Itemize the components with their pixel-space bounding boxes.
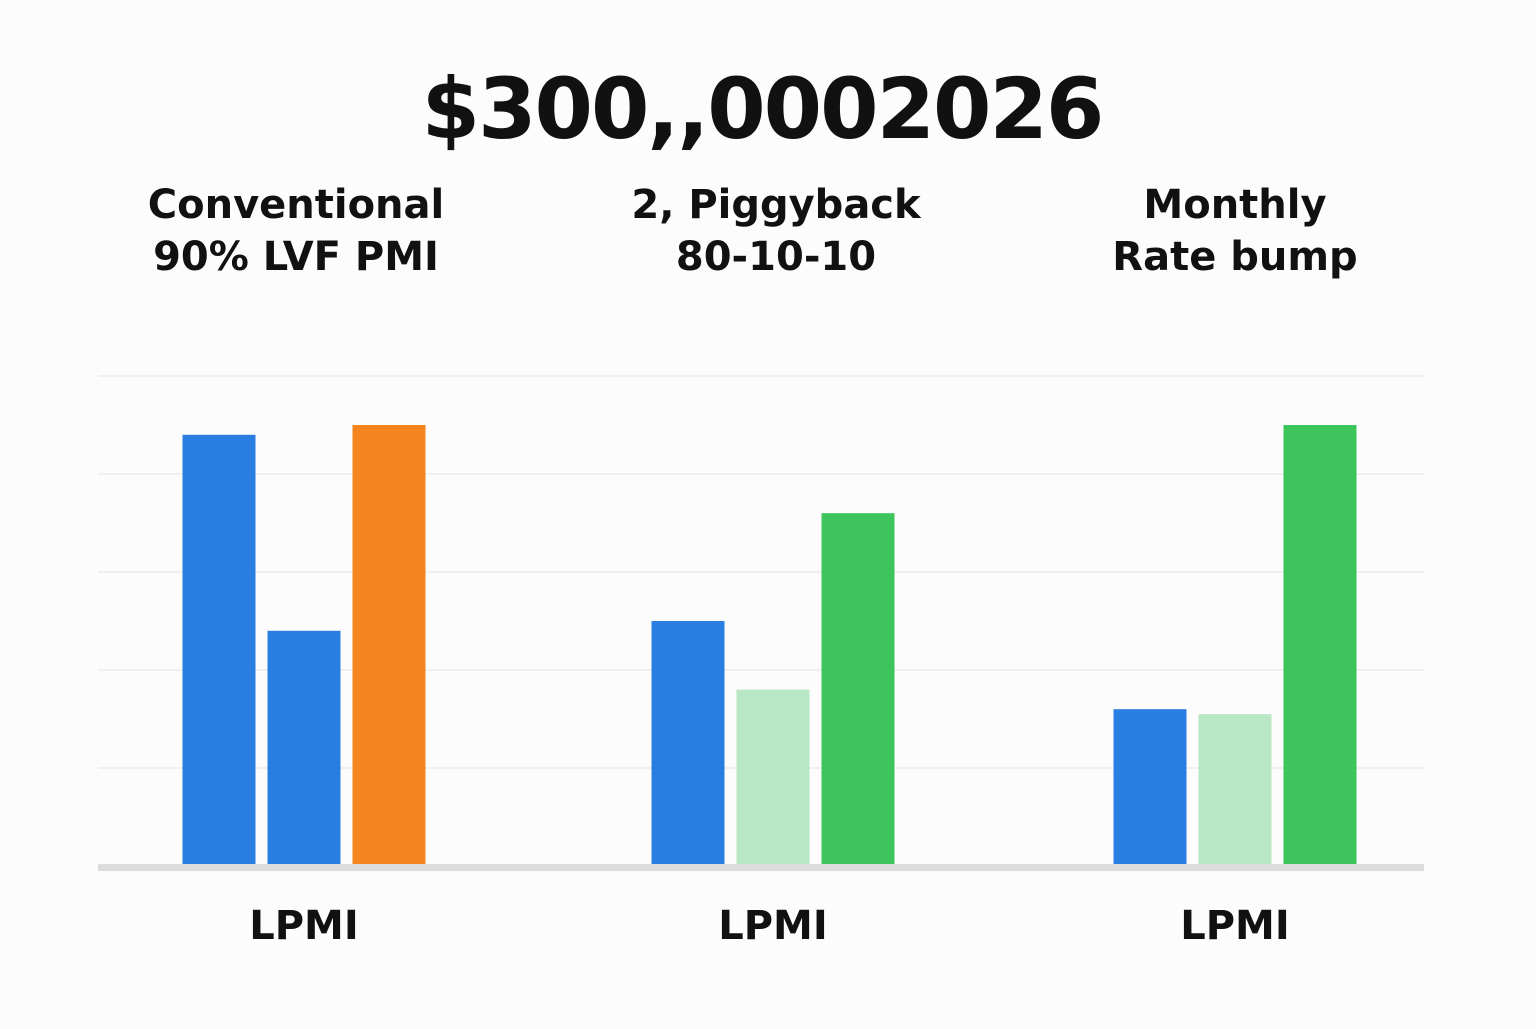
bar xyxy=(182,434,256,866)
x-axis xyxy=(98,864,1424,871)
bar xyxy=(651,621,725,866)
group-titles: Conventional 90% LVF PMI 2, Piggyback 80-10… xyxy=(148,182,1358,280)
group-title-line: 2, Piggyback xyxy=(631,182,922,228)
group-title-line: Monthly xyxy=(1143,182,1326,228)
bars xyxy=(182,425,1357,866)
bar xyxy=(821,513,895,866)
category-label: LPMI xyxy=(718,903,828,949)
baseline xyxy=(98,864,1424,871)
bar xyxy=(736,689,810,866)
group-title-line: 80-10-10 xyxy=(676,234,876,280)
bar xyxy=(1198,714,1272,866)
group-title-line: 90% LVF PMI xyxy=(153,234,439,280)
group-title-line: Rate bump xyxy=(1112,234,1357,280)
category-labels: LPMI LPMI LPMI xyxy=(249,903,1290,949)
chart-title: $300,,0002026 xyxy=(422,60,1103,158)
bar xyxy=(1113,709,1187,866)
category-label: LPMI xyxy=(249,903,359,949)
bar xyxy=(267,630,341,866)
group-title-line: Conventional xyxy=(148,182,444,228)
bar xyxy=(1283,425,1357,866)
bar xyxy=(352,425,426,866)
category-label: LPMI xyxy=(1180,903,1290,949)
